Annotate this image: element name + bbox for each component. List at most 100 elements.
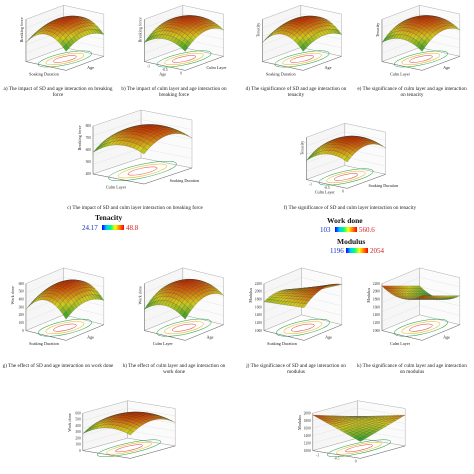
surface-plot-j: 2200 2000 1800 1600 1400 1200 1000 Modulus Soaki… bbox=[248, 267, 343, 346]
z-tick-label: 1400 bbox=[304, 434, 311, 438]
y-axis-label: Age bbox=[87, 334, 94, 339]
y-axis-line bbox=[304, 324, 342, 341]
contour-line bbox=[393, 50, 448, 68]
x-axis-line bbox=[381, 330, 423, 341]
contour-line bbox=[327, 439, 391, 457]
panel-b-breaking-force-culm-age: -1 -0.5 0 Breaking force Age Culm Layer bbox=[118, 0, 238, 88]
z-axis-label: Work done bbox=[67, 413, 72, 432]
y-axis-line bbox=[422, 56, 460, 71]
z-axis-label: Work done bbox=[10, 286, 15, 305]
legend-modulus-colorbar bbox=[346, 248, 368, 253]
response-surface bbox=[381, 15, 460, 52]
y-axis-line bbox=[360, 445, 406, 459]
legend-work-done-title: Work done bbox=[327, 216, 363, 225]
z-tick-label: 1000 bbox=[304, 449, 311, 453]
x-axis-label: Soaking Duration bbox=[29, 341, 60, 346]
contour-line bbox=[401, 52, 441, 65]
x-axis-label: Culm Layer bbox=[106, 185, 127, 190]
z-tick-label: 300 bbox=[75, 430, 81, 434]
contour-line bbox=[326, 170, 366, 184]
z-tick-label: 100 bbox=[19, 321, 25, 325]
contour-line bbox=[37, 318, 92, 337]
z-tick-label: 1000 bbox=[255, 329, 262, 333]
caption-c: c) The impact of SD and culm layer inter… bbox=[67, 205, 203, 211]
contour-line bbox=[164, 321, 204, 335]
z-tick-label: 1600 bbox=[304, 426, 311, 430]
response-surface bbox=[144, 15, 224, 52]
z-tick-label: 500 bbox=[19, 290, 25, 294]
x-axis-line bbox=[25, 330, 67, 341]
z-tick-label: 600 bbox=[75, 411, 81, 415]
caption-k: k) The significance of culm layer and ag… bbox=[357, 363, 467, 376]
grid-line bbox=[262, 13, 342, 28]
contour-line bbox=[409, 323, 433, 332]
z-tick-label: 2200 bbox=[255, 282, 262, 286]
surface-plot-a: Breaking force Soaking Duration Age bbox=[19, 4, 105, 77]
contour-line bbox=[45, 321, 85, 335]
z-tick-label: 1200 bbox=[304, 441, 311, 445]
panel-g-work-done-sd-age: 600 500 400 300 200 100 0 Work done Soaking Dura… bbox=[0, 262, 118, 360]
y-axis-line bbox=[66, 324, 104, 341]
surface-cell bbox=[300, 44, 307, 52]
panel-h-work-done-culm-age: Work done Culm Layer Age bbox=[118, 262, 238, 360]
y-axis-label: Soaking Duration bbox=[170, 178, 201, 183]
contour-line bbox=[291, 323, 315, 332]
y-axis-label: Age bbox=[324, 65, 331, 70]
x-tick-label: 0 bbox=[342, 190, 344, 194]
y-axis-line bbox=[303, 56, 342, 71]
contour-line bbox=[53, 55, 77, 63]
grid-line bbox=[25, 13, 104, 28]
panel-a-breaking-force-sd-age: Breaking force Soaking Duration Age bbox=[0, 0, 118, 88]
contour-line bbox=[172, 323, 196, 332]
surface-cell bbox=[63, 44, 69, 52]
response-surface bbox=[306, 135, 386, 163]
z-axis-label: Tenacity bbox=[299, 140, 304, 155]
response-surface bbox=[25, 15, 105, 52]
z-axis-label: Modulus bbox=[248, 288, 253, 303]
legend-tenacity-min: 24.17 bbox=[82, 224, 98, 232]
contour-line bbox=[409, 55, 433, 63]
z-tick-label: 0 bbox=[79, 449, 81, 453]
response-surface bbox=[82, 411, 176, 436]
x-axis-label: Age bbox=[159, 72, 166, 77]
panel-j-modulus-sd-age: 2200 2000 1800 1600 1400 1200 1000 Modulus Soaki… bbox=[238, 262, 356, 360]
y-axis-line bbox=[347, 174, 386, 189]
y-axis-label: Age bbox=[443, 65, 450, 70]
z-tick-label: 1400 bbox=[373, 313, 380, 317]
x-axis-line bbox=[306, 179, 348, 189]
surface-plot-d: Tenacity Soaking Duration Age bbox=[255, 4, 343, 77]
contour-line bbox=[290, 55, 314, 63]
y-axis-line bbox=[422, 324, 460, 341]
z-tick-label: 1800 bbox=[373, 297, 380, 301]
x-axis-label: Soaking Duration bbox=[266, 72, 297, 77]
contour-line bbox=[106, 441, 152, 455]
contour-line bbox=[336, 441, 382, 455]
y-axis-line bbox=[130, 445, 176, 459]
surface-plot-c: 800 700 600 500 400 Breaking force Culm Layer S… bbox=[77, 109, 201, 190]
x-axis-line bbox=[25, 61, 67, 71]
z-tick-label: 200 bbox=[75, 436, 81, 440]
contour-line bbox=[164, 52, 204, 66]
caption-j: j) The significance of SD and age intera… bbox=[246, 363, 346, 376]
surface-plot-l: 2000 1800 1600 1400 1200 1000 -1 -0.5 0 Modulus bbox=[297, 400, 406, 464]
panel-d-tenacity-sd-age: Tenacity Soaking Duration Age bbox=[236, 0, 356, 88]
x-tick-label: -1 bbox=[316, 453, 319, 457]
contour-line bbox=[156, 50, 212, 68]
panel-i-work-done: 600 500 400 300 200 100 0 Work done bbox=[52, 396, 192, 474]
z-tick-label: 400 bbox=[86, 172, 92, 176]
surface-plot-h: Work done Culm Layer Age bbox=[137, 267, 225, 346]
contour-line bbox=[401, 321, 441, 335]
contour-line bbox=[334, 173, 358, 181]
grid-line bbox=[381, 305, 460, 322]
caption-a: a) The impact of SD and age interaction … bbox=[3, 86, 113, 99]
z-tick-label: 400 bbox=[19, 297, 25, 301]
grid-line bbox=[82, 408, 176, 421]
contour-line bbox=[282, 52, 322, 66]
x-tick-label: -0.5 bbox=[334, 457, 340, 461]
grid-line bbox=[263, 277, 342, 294]
x-axis-label: Culm Layer bbox=[315, 190, 336, 195]
z-tick-label: 800 bbox=[86, 124, 92, 128]
contour-line bbox=[45, 52, 85, 65]
x-axis-line bbox=[82, 450, 131, 459]
y-axis-label: Age bbox=[443, 334, 450, 339]
